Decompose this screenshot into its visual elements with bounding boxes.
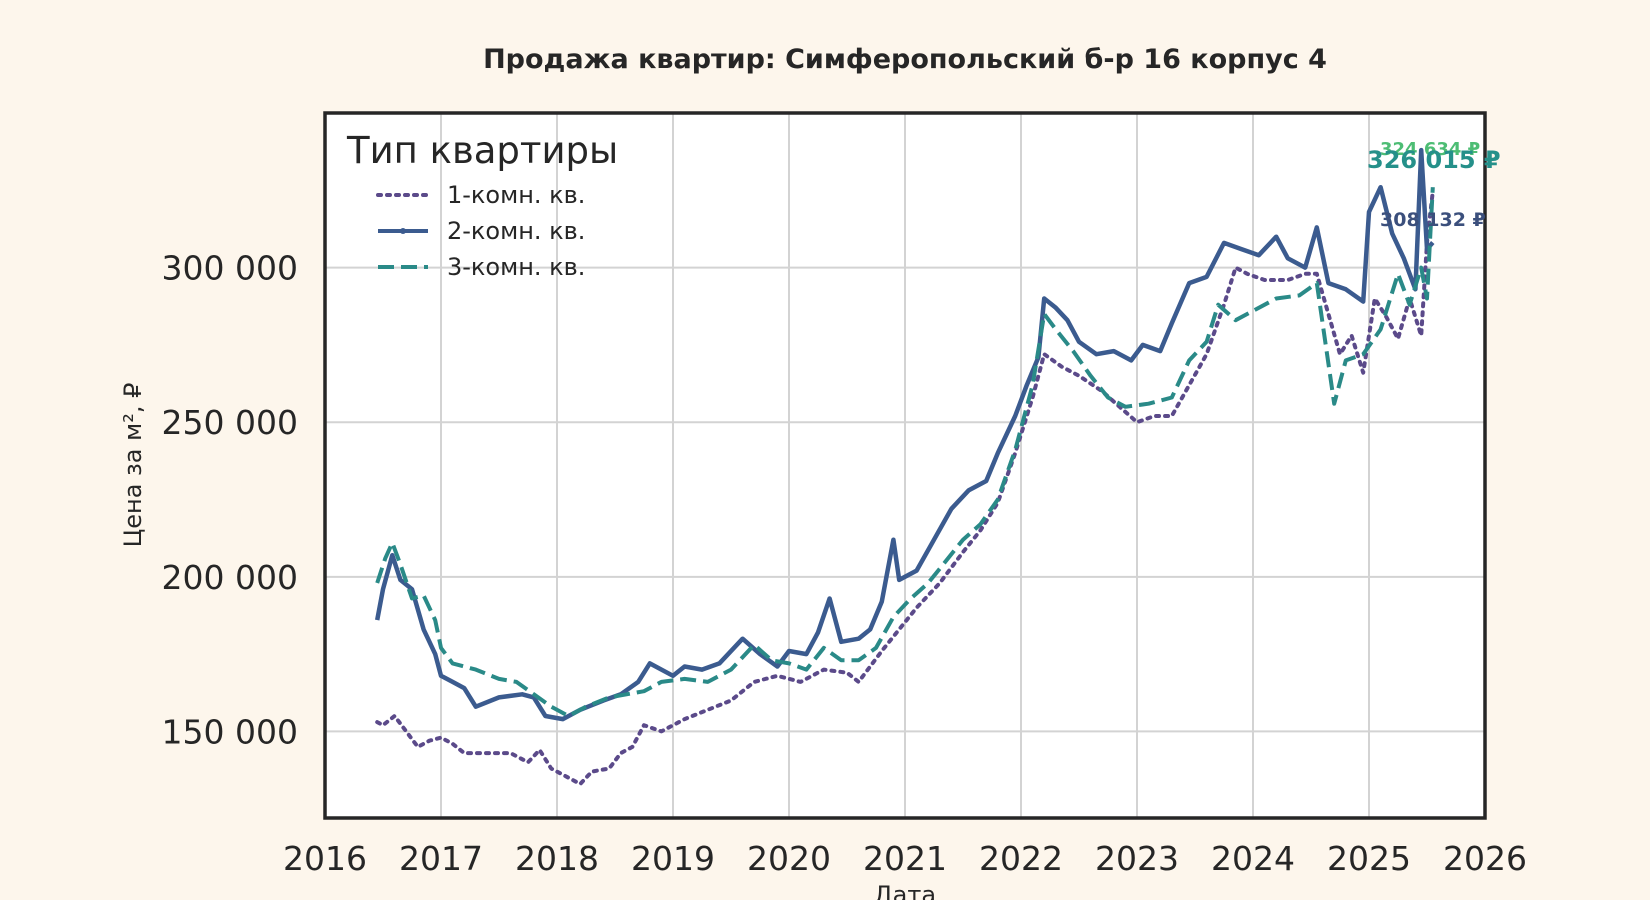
y-tick-label: 300 000 (162, 249, 298, 288)
series-line-3 (375, 187, 1435, 718)
y-tick-label: 200 000 (162, 558, 298, 597)
x-tick-label: 2020 (747, 839, 831, 878)
end-label-3: 326 015 ₽ (1367, 146, 1501, 174)
legend-label-3: 3-комн. кв. (447, 253, 585, 281)
series-layer (374, 147, 1435, 786)
y-tick-label: 250 000 (162, 403, 298, 442)
legend: Тип квартиры 1-комн. кв. 2-комн. кв. 3-ком… (346, 129, 618, 281)
x-tick-label: 2022 (979, 839, 1063, 878)
legend-label-2: 2-комн. кв. (447, 217, 585, 245)
legend-marker (400, 228, 406, 234)
legend-label-1: 1-комн. кв. (447, 181, 585, 209)
x-tick-label: 2024 (1211, 839, 1295, 878)
x-tick-label: 2025 (1327, 839, 1411, 878)
legend-items: 1-комн. кв. 2-комн. кв. 3-комн. кв. (376, 181, 585, 281)
legend-title: Тип квартиры (346, 129, 618, 172)
x-tick-label: 2016 (283, 839, 367, 878)
series-line-1 (375, 189, 1435, 786)
end-labels: 324 634 ₽ 308 132 ₽ 326 015 ₽ (1367, 139, 1501, 231)
x-tick-label: 2023 (1095, 839, 1179, 878)
plot-frame (323, 111, 1487, 820)
x-tick-label: 2026 (1443, 839, 1527, 878)
x-tick-label: 2017 (399, 839, 483, 878)
end-label-2: 308 132 ₽ (1380, 209, 1486, 231)
x-tick-label: 2019 (631, 839, 715, 878)
chart-title: Продажа квартир: Симферопольский б-р 16 … (483, 44, 1327, 75)
x-tick-label: 2018 (515, 839, 599, 878)
end-label-1: 324 634 ₽ (1380, 139, 1480, 160)
series-line-2 (374, 147, 1435, 722)
y-axis-label: Цена за м², ₽ (119, 383, 147, 548)
x-tick-label: 2021 (863, 839, 947, 878)
x-axis-ticks: 2016 2017 2018 2019 2020 2021 2022 2023 2024 2025… (283, 839, 1527, 878)
y-tick-label: 150 000 (162, 712, 298, 751)
y-axis-ticks: 150 000 200 000 250 000 300 000 (162, 249, 298, 752)
x-axis-label: Дата (874, 881, 936, 900)
